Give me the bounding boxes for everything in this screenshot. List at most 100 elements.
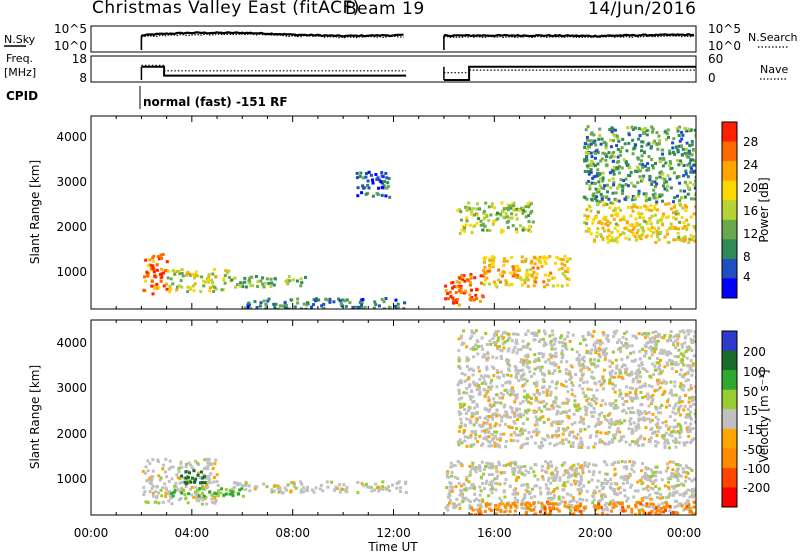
heatmap-cell bbox=[687, 388, 691, 392]
heatmap-cell bbox=[475, 221, 479, 225]
heatmap-cell bbox=[690, 167, 693, 171]
heatmap-cell bbox=[167, 499, 171, 503]
heatmap-cell bbox=[241, 281, 245, 285]
heatmap-cell bbox=[659, 159, 663, 163]
heatmap-cell bbox=[291, 278, 295, 282]
heatmap-cell bbox=[648, 208, 652, 212]
heatmap-cell bbox=[162, 463, 165, 467]
heatmap-cell bbox=[676, 355, 680, 359]
heatmap-cell bbox=[662, 510, 666, 514]
heatmap-cell bbox=[610, 130, 614, 134]
heatmap-cell bbox=[630, 399, 634, 403]
heatmap-cell bbox=[631, 152, 635, 156]
heatmap-cell bbox=[611, 191, 615, 195]
heatmap-cell bbox=[689, 416, 692, 420]
heatmap-cell bbox=[631, 377, 635, 381]
heatmap-cell bbox=[673, 380, 677, 384]
heatmap-cell bbox=[170, 502, 174, 506]
heatmap-cell bbox=[667, 480, 671, 484]
heatmap-cell bbox=[537, 365, 541, 369]
heatmap-cell bbox=[607, 442, 611, 446]
heatmap-cell bbox=[551, 476, 554, 480]
heatmap-cell bbox=[165, 488, 169, 492]
heatmap-cell bbox=[299, 307, 303, 309]
heatmap-cell bbox=[569, 374, 572, 378]
heatmap-cell bbox=[150, 284, 154, 288]
heatmap-cell bbox=[491, 261, 495, 265]
heatmap-cell bbox=[456, 440, 460, 444]
heatmap-cell bbox=[615, 341, 619, 344]
heatmap-cell bbox=[484, 256, 488, 260]
heatmap-cell bbox=[676, 463, 680, 467]
heatmap-cell bbox=[611, 439, 615, 443]
heatmap-cell bbox=[535, 272, 539, 276]
heatmap-cell bbox=[502, 264, 506, 267]
heatmap-cell bbox=[686, 364, 690, 368]
heatmap-cell bbox=[142, 493, 146, 497]
heatmap-cell bbox=[561, 438, 565, 442]
heatmap-cell bbox=[624, 177, 628, 181]
heatmap-cell bbox=[591, 501, 595, 505]
heatmap-cell bbox=[549, 341, 552, 345]
heatmap-cell bbox=[538, 486, 542, 490]
heatmap-cell bbox=[627, 407, 631, 410]
heatmap-cell bbox=[681, 226, 685, 230]
heatmap-cell bbox=[208, 289, 212, 293]
heatmap-cell bbox=[600, 157, 604, 161]
heatmap-cell bbox=[614, 432, 618, 436]
heatmap-cell bbox=[565, 283, 569, 287]
heatmap-cell bbox=[642, 174, 646, 178]
heatmap-cell bbox=[584, 128, 588, 132]
heatmap-cell bbox=[216, 483, 220, 487]
heatmap-cell bbox=[612, 139, 615, 143]
heatmap-cell bbox=[628, 443, 632, 447]
heatmap-cell bbox=[180, 285, 184, 289]
heatmap-cell bbox=[468, 464, 472, 468]
heatmap-cell bbox=[602, 368, 606, 372]
heatmap-cell bbox=[581, 365, 585, 369]
heatmap-cell bbox=[469, 435, 473, 439]
heatmap-cell bbox=[533, 423, 537, 427]
heatmap-cell bbox=[616, 406, 620, 409]
heatmap-cell bbox=[496, 442, 500, 446]
heatmap-cell bbox=[528, 502, 532, 506]
heatmap-cell bbox=[480, 444, 484, 447]
heatmap-cell bbox=[612, 217, 616, 221]
heatmap-cell bbox=[583, 214, 587, 217]
heatmap-cell bbox=[689, 165, 693, 169]
heatmap-cell bbox=[360, 300, 364, 304]
heatmap-cell bbox=[621, 186, 625, 190]
heatmap-cell bbox=[472, 443, 476, 447]
heatmap-cell bbox=[623, 465, 626, 469]
heatmap-cell bbox=[624, 337, 628, 341]
heatmap-cell bbox=[185, 478, 189, 482]
heatmap-cell bbox=[207, 275, 211, 279]
heatmap-cell bbox=[659, 496, 663, 500]
heatmap-cell bbox=[155, 282, 159, 286]
heatmap-cell bbox=[648, 356, 652, 360]
heatmap-cell bbox=[573, 435, 577, 439]
heatmap-cell bbox=[579, 510, 583, 513]
heatmap-cell bbox=[641, 226, 645, 230]
heatmap-cell bbox=[447, 495, 450, 499]
heatmap-cell bbox=[614, 371, 618, 375]
heatmap-cell bbox=[564, 410, 568, 414]
heatmap-cell bbox=[537, 445, 541, 449]
heatmap-cell bbox=[478, 416, 482, 419]
heatmap-cell bbox=[529, 229, 533, 233]
heatmap-cell bbox=[653, 180, 657, 184]
heatmap-cell bbox=[691, 395, 695, 399]
heatmap-cell bbox=[525, 272, 529, 276]
heatmap-cell bbox=[664, 431, 668, 435]
heatmap-cell bbox=[540, 400, 544, 404]
heatmap-cell bbox=[604, 158, 608, 162]
heatmap-cell bbox=[522, 483, 526, 487]
heatmap-cell bbox=[487, 385, 491, 389]
heatmap-cell bbox=[626, 205, 630, 209]
heatmap-cell bbox=[273, 304, 277, 308]
cpid-mode-text: normal (fast) -151 RF bbox=[143, 95, 288, 109]
heatmap-cell bbox=[378, 487, 382, 491]
heatmap-cell bbox=[594, 424, 598, 428]
heatmap-cell bbox=[603, 357, 607, 361]
heatmap-cell bbox=[524, 332, 528, 336]
